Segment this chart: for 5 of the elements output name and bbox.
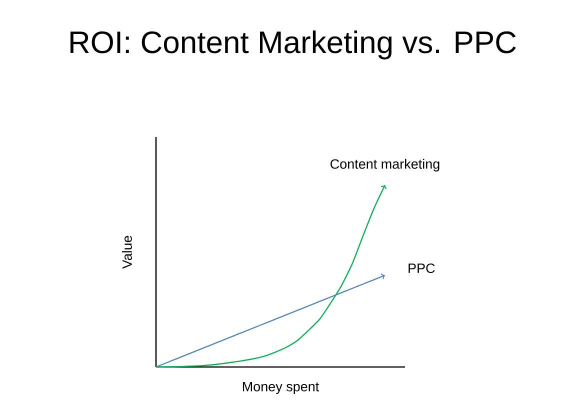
x-axis-title: Money spent [242,382,320,394]
series-label: Content marketing [330,158,440,172]
chart-title: ROI: Content Marketing vs. PPC [70,30,516,60]
legend-label: PPC [408,263,435,274]
y-axis-title: Value [122,236,132,269]
